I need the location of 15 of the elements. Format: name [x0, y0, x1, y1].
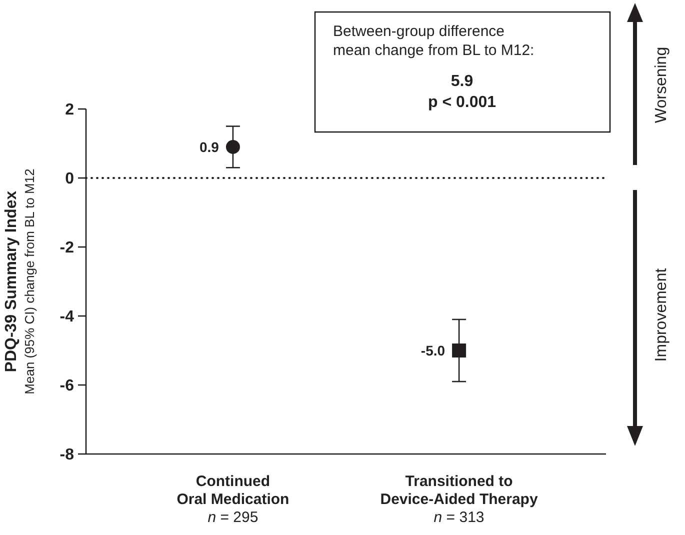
y-axis-title: PDQ-39 Summary Index Mean (95% CI) change from BL to M12 — [3, 168, 37, 394]
text: Worsening — [653, 46, 670, 124]
text: Between-group difference mean change from BL to M12: — [333, 23, 534, 59]
y-tick-label: 2 — [65, 102, 74, 119]
data-label: 0.9 — [199, 138, 220, 155]
x-tick-label: Transitioned to Device-Aided Therapy n = 313 — [380, 473, 538, 526]
annotation: 5.9 p < 0.001 — [428, 73, 496, 111]
y-tick-label: -2 — [60, 240, 74, 257]
text: Improvement — [653, 268, 670, 362]
data-label: -5.0 — [420, 342, 446, 358]
x-tick-label: Continued Oral Medication n = 295 — [176, 473, 290, 526]
y-tick-label: -4 — [60, 308, 74, 326]
y-tick-label: -6 — [60, 378, 74, 395]
y-tick-label: 0 — [65, 170, 74, 188]
y-tick-label: -8 — [60, 446, 74, 464]
